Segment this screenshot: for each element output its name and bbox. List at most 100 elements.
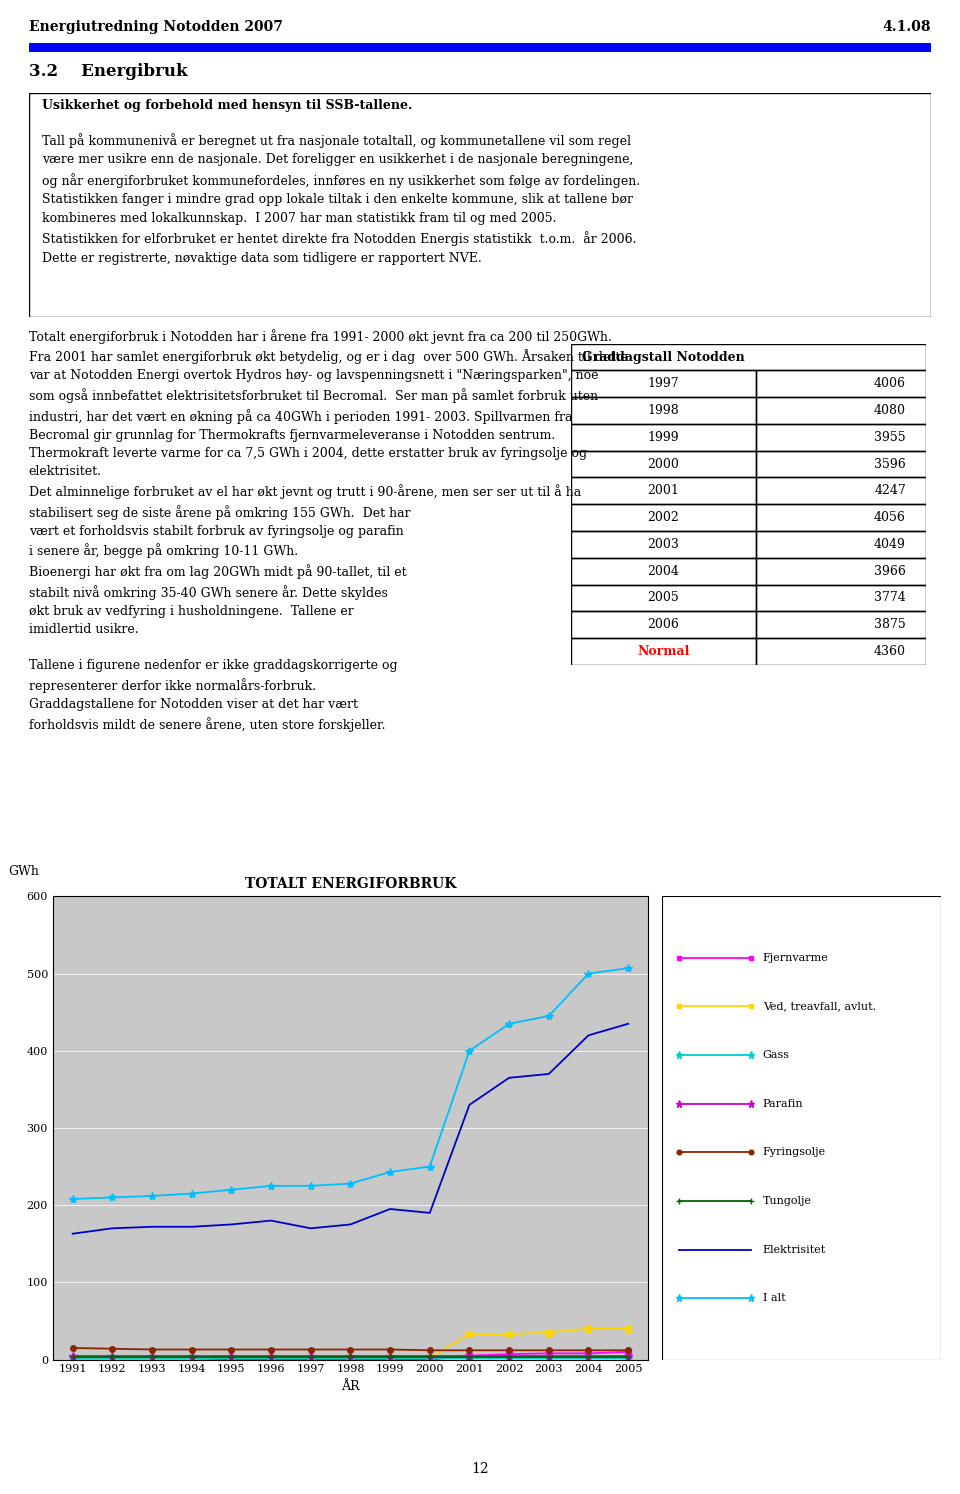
- Fjernvarme: [424, 1351, 436, 1369]
- Text: 12: 12: [471, 1461, 489, 1476]
- Fjernvarme: [305, 1351, 317, 1369]
- Gass: [345, 1349, 356, 1367]
- Text: Tall på kommunenivå er beregnet ut fra nasjonale totaltall, og kommunetallene vi: Tall på kommunenivå er beregnet ut fra n…: [42, 133, 640, 264]
- Fjernvarme: [464, 1346, 475, 1364]
- Tungolje: [583, 1348, 594, 1366]
- Fyringsolje: [583, 1342, 594, 1360]
- Text: Ved, treavfall, avlut.: Ved, treavfall, avlut.: [762, 1001, 876, 1011]
- Tungolje: [146, 1348, 157, 1366]
- Parafin: [503, 1346, 515, 1364]
- Fjernvarme: [107, 1351, 118, 1369]
- I alt: [464, 1041, 475, 1059]
- I alt: [186, 1185, 198, 1203]
- I alt: [424, 1158, 436, 1176]
- Parafin: [583, 1346, 594, 1364]
- Bar: [571, 478, 756, 503]
- X-axis label: ÅR: ÅR: [341, 1380, 360, 1392]
- Fyringsolje: [146, 1340, 157, 1358]
- Bar: [756, 530, 926, 557]
- Parafin: [107, 1346, 118, 1364]
- Fyringsolje: [384, 1340, 396, 1358]
- Fyringsolje: [305, 1340, 317, 1358]
- Bar: [756, 424, 926, 451]
- Parafin: [305, 1346, 317, 1364]
- Text: 2005: 2005: [648, 592, 680, 605]
- Line: Fjernvarme: Fjernvarme: [70, 1349, 631, 1363]
- Fjernvarme: [226, 1351, 237, 1369]
- I alt: [265, 1177, 276, 1195]
- Ved, treavfall, avlut.: [464, 1325, 475, 1343]
- Elektrisitet: [146, 1218, 157, 1236]
- Gass: [265, 1349, 276, 1367]
- Line: I alt: I alt: [68, 964, 633, 1203]
- Text: Elektrisitet: Elektrisitet: [762, 1245, 826, 1255]
- Bar: [756, 397, 926, 424]
- Text: 2003: 2003: [648, 538, 680, 551]
- Bar: [756, 451, 926, 478]
- Bar: [571, 344, 926, 371]
- Ved, treavfall, avlut.: [146, 1349, 157, 1367]
- Line: Parafin: Parafin: [68, 1352, 633, 1360]
- Text: 3966: 3966: [874, 565, 906, 578]
- Tungolje: [503, 1348, 515, 1366]
- Tungolje: [265, 1348, 276, 1366]
- Bar: [756, 638, 926, 665]
- Fyringsolje: [226, 1340, 237, 1358]
- Bar: [756, 478, 926, 503]
- Bar: [571, 503, 756, 530]
- I alt: [67, 1191, 79, 1209]
- Elektrisitet: [67, 1225, 79, 1243]
- Bar: [571, 371, 756, 397]
- Text: 4006: 4006: [874, 378, 906, 390]
- Elektrisitet: [543, 1065, 555, 1083]
- Bar: [756, 557, 926, 584]
- Tungolje: [464, 1348, 475, 1366]
- Fyringsolje: [622, 1342, 634, 1360]
- Fyringsolje: [543, 1342, 555, 1360]
- Tungolje: [67, 1348, 79, 1366]
- Ved, treavfall, avlut.: [345, 1349, 356, 1367]
- Bar: [571, 557, 756, 584]
- Ved, treavfall, avlut.: [107, 1349, 118, 1367]
- Elektrisitet: [305, 1219, 317, 1237]
- Fjernvarme: [622, 1343, 634, 1361]
- Fjernvarme: [67, 1351, 79, 1369]
- Fjernvarme: [146, 1351, 157, 1369]
- Elektrisitet: [583, 1026, 594, 1044]
- Text: 3596: 3596: [875, 457, 906, 471]
- Elektrisitet: [226, 1216, 237, 1234]
- Text: 3875: 3875: [875, 619, 906, 630]
- Parafin: [226, 1346, 237, 1364]
- Fjernvarme: [503, 1345, 515, 1363]
- Gass: [622, 1349, 634, 1367]
- Text: Gass: Gass: [762, 1050, 790, 1061]
- Text: 4056: 4056: [874, 511, 906, 524]
- Line: Fyringsolje: Fyringsolje: [70, 1345, 631, 1354]
- Ved, treavfall, avlut.: [543, 1324, 555, 1342]
- Text: 2001: 2001: [648, 484, 680, 498]
- Parafin: [464, 1346, 475, 1364]
- Gass: [583, 1349, 594, 1367]
- Tungolje: [345, 1348, 356, 1366]
- Text: 3774: 3774: [875, 592, 906, 605]
- Gass: [384, 1349, 396, 1367]
- Fjernvarme: [543, 1345, 555, 1363]
- Tungolje: [543, 1348, 555, 1366]
- Text: GWh: GWh: [8, 865, 39, 878]
- Fyringsolje: [503, 1342, 515, 1360]
- Elektrisitet: [265, 1212, 276, 1230]
- Fyringsolje: [265, 1340, 276, 1358]
- Parafin: [622, 1346, 634, 1364]
- I alt: [226, 1180, 237, 1198]
- Text: 4.1.08: 4.1.08: [882, 19, 931, 34]
- I alt: [107, 1189, 118, 1207]
- Tungolje: [186, 1348, 198, 1366]
- Gass: [107, 1349, 118, 1367]
- Gass: [424, 1349, 436, 1367]
- Parafin: [384, 1346, 396, 1364]
- Text: 3955: 3955: [875, 430, 906, 444]
- Bar: [756, 503, 926, 530]
- Line: Tungolje: Tungolje: [69, 1354, 632, 1361]
- Text: Energiutredning Notodden 2007: Energiutredning Notodden 2007: [29, 19, 282, 34]
- Tungolje: [226, 1348, 237, 1366]
